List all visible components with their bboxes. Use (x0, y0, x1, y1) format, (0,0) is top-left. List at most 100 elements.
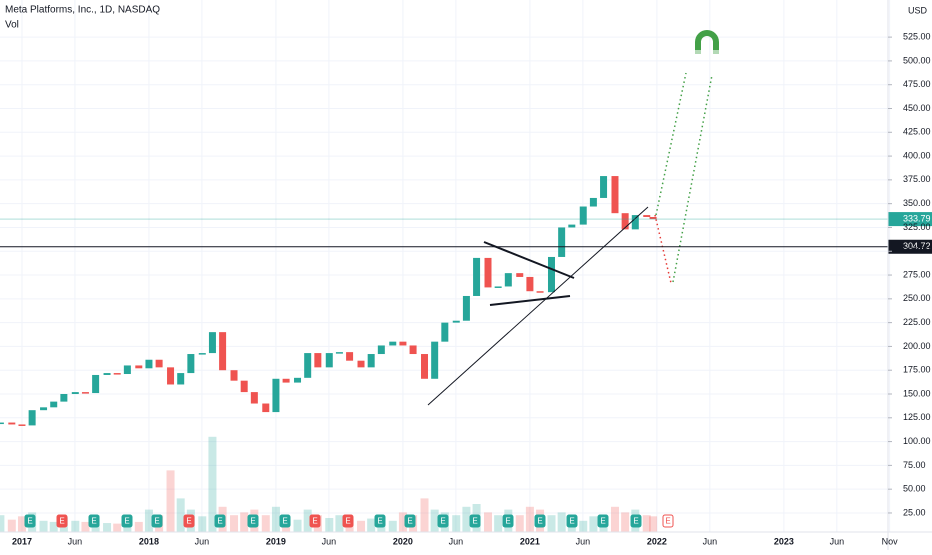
volume-bar (649, 516, 658, 532)
volume-bar (103, 523, 112, 532)
trendline (427, 206, 649, 406)
candle (611, 176, 619, 214)
magnet-icon (695, 30, 719, 55)
y-tick-label: 150.00 (903, 388, 931, 398)
candle (240, 380, 248, 393)
y-tick-label: 525.00 (903, 31, 931, 41)
volume-bar (367, 518, 376, 532)
candle (631, 215, 639, 230)
candle (409, 345, 417, 355)
candle (40, 407, 48, 411)
earnings-marker-label: E (407, 517, 412, 526)
volume-bar (589, 516, 598, 532)
earnings-marker (534, 514, 546, 528)
volume-bar (515, 515, 524, 532)
volume-label: Vol (5, 20, 19, 31)
volume-bar (642, 515, 651, 532)
earnings-marker-label: E (250, 517, 255, 526)
price-label: 304.72 (903, 241, 931, 251)
candle (113, 373, 121, 375)
candle (60, 394, 68, 402)
earnings-marker (24, 514, 36, 528)
y-tick-label: 225.00 (903, 317, 931, 327)
earnings-marker (214, 514, 226, 528)
earnings-marker-label: E (124, 517, 129, 526)
projection-up (655, 72, 687, 216)
volume-bar (293, 519, 302, 532)
volume-bar (452, 515, 461, 532)
earnings-marker (279, 514, 291, 528)
volume-bar (557, 512, 566, 532)
candle (304, 353, 312, 378)
candle (357, 360, 365, 368)
volume-bar (81, 521, 90, 532)
earnings-marker-label: E (665, 517, 670, 526)
y-tick-label: 475.00 (903, 79, 931, 89)
candle (28, 410, 36, 426)
candle (504, 273, 512, 287)
currency-box (904, 4, 928, 18)
candle (484, 257, 492, 288)
volume-bar (261, 515, 270, 532)
volume-bar (610, 506, 619, 532)
earnings-marker-label: E (377, 517, 382, 526)
y-tick-label: 275.00 (903, 269, 931, 279)
projection-up (672, 74, 713, 283)
x-tick-label: 2021 (520, 536, 540, 546)
candle (568, 224, 576, 228)
candle (8, 422, 16, 425)
y-tick-label: 100.00 (903, 436, 931, 446)
axes: 25.00 50.00 75.00 100.00 125.00 150.00 175.00 2… (12, 31, 931, 546)
volume-bar (398, 512, 407, 532)
x-tick-label: Jun (830, 536, 845, 546)
candle (198, 353, 206, 355)
candle (536, 291, 544, 293)
volume-bar (113, 523, 122, 532)
candle (473, 257, 481, 296)
earnings-marker-label: E (91, 517, 96, 526)
drawings (427, 30, 719, 406)
candle (389, 341, 397, 346)
volume-bar (621, 512, 630, 532)
x-tick-label: 2018 (139, 536, 159, 546)
price-label: 333.79 (903, 213, 931, 223)
y-tick-label: 375.00 (903, 174, 931, 184)
candle (643, 215, 651, 217)
volume-bar (335, 515, 344, 532)
earnings-marker (404, 514, 416, 528)
earnings-marker-label: E (154, 517, 159, 526)
earnings-marker-label: E (505, 517, 510, 526)
candle (558, 227, 566, 257)
x-tick-label: Jun (449, 536, 464, 546)
volume-bar (484, 512, 492, 532)
candle (219, 332, 227, 371)
y-tick-label: 50.00 (903, 484, 926, 494)
y-tick-label: 425.00 (903, 127, 931, 137)
candle (18, 424, 26, 426)
candle (167, 367, 175, 385)
volume-bar (144, 509, 153, 532)
volume-bar (420, 498, 429, 532)
x-tick-label: Jun (322, 536, 337, 546)
y-tick-label: 75.00 (903, 460, 926, 470)
earnings-marker (56, 514, 68, 528)
candle (123, 365, 131, 375)
earnings-marker-label: E (633, 517, 638, 526)
x-tick-label: Jun (576, 536, 591, 546)
volume-bar (208, 436, 217, 532)
volume-bar (271, 506, 280, 532)
candle (272, 378, 280, 413)
volume-bar (525, 506, 534, 532)
earnings-marker (342, 514, 354, 528)
candle (155, 359, 163, 368)
candle (314, 353, 322, 368)
candle (441, 322, 449, 342)
candle (282, 378, 290, 383)
volume-bar (230, 515, 239, 532)
earnings-marker-label: E (282, 517, 287, 526)
candle (621, 213, 629, 230)
earnings-marker-label: E (440, 517, 445, 526)
candle (177, 373, 185, 385)
volume-bar (49, 521, 58, 532)
